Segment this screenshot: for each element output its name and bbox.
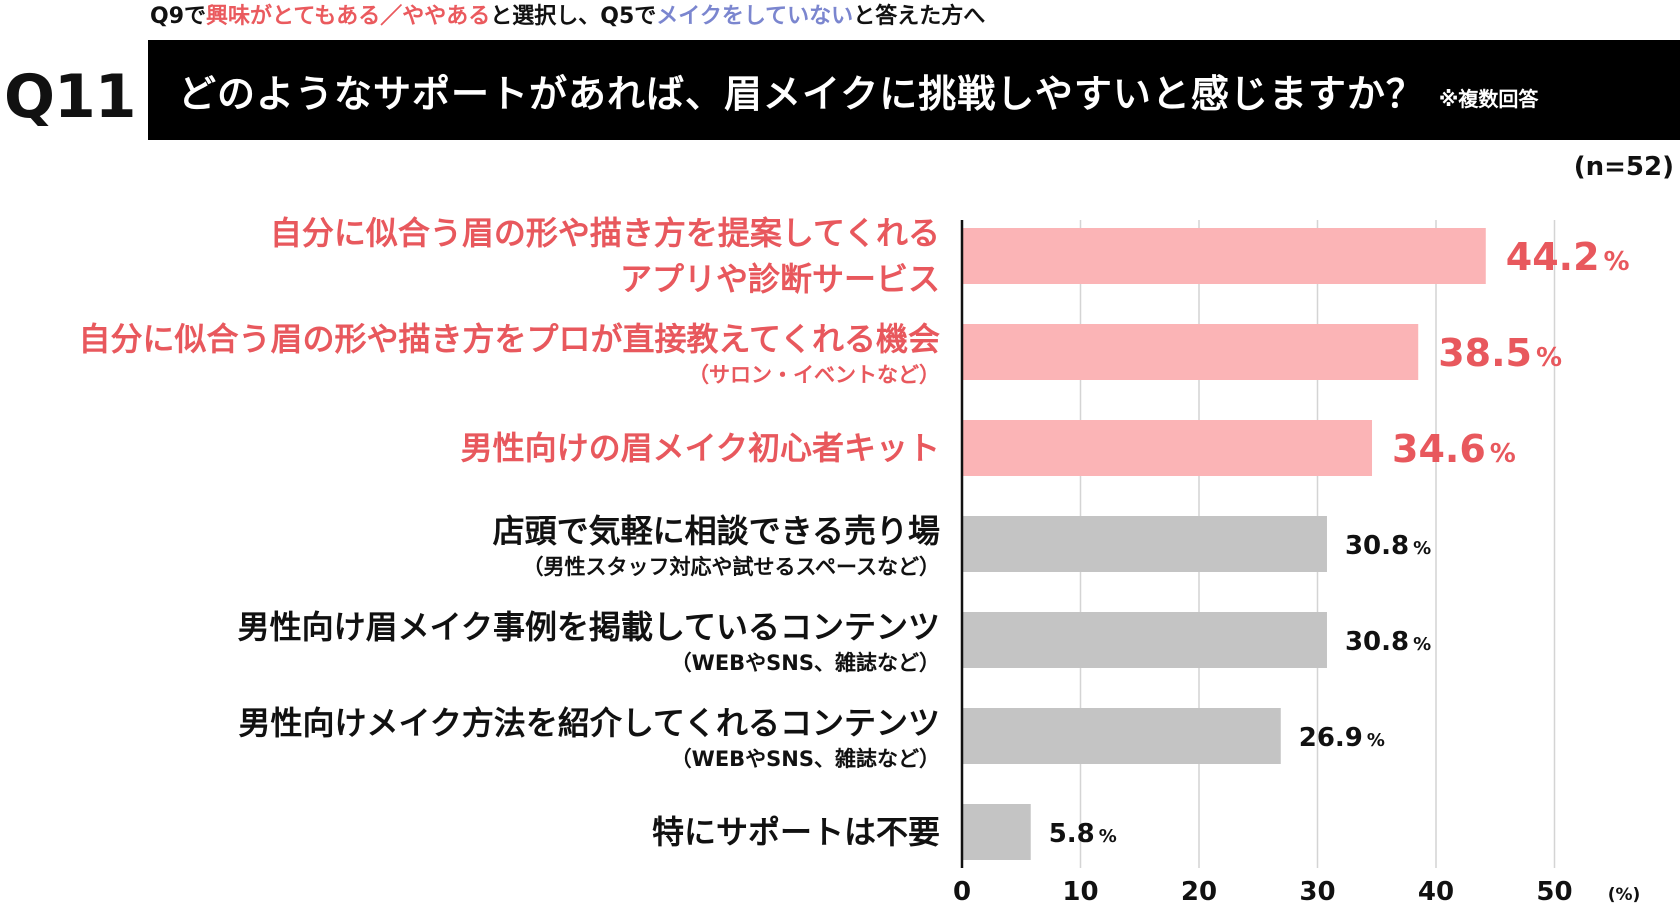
data-label-value: 34.6: [1392, 427, 1486, 471]
data-label-unit: %: [1099, 826, 1117, 847]
sample-size: (n=52): [1573, 152, 1674, 182]
x-tick-20: 20: [1181, 877, 1217, 904]
data-label-7: 5.8%: [1049, 819, 1117, 849]
data-label-unit: %: [1490, 439, 1516, 469]
category-label-6: 男性向けメイク方法を紹介してくれるコンテンツ （WEBやSNS、雑誌など）: [239, 700, 940, 772]
category-label-4: 店頭で気軽に相談できる売り場 （男性スタッフ対応や試せるスペースなど）: [493, 508, 940, 580]
category-line: アプリや診断サービス: [619, 260, 940, 298]
note-part-2: 興味がとてもある／ややある: [206, 4, 491, 29]
bar-6: [962, 708, 1281, 764]
category-line: 自分に似合う眉の形や描き方をプロが直接教えてくれる機会: [78, 320, 940, 358]
category-line: 自分に似合う眉の形や描き方を提案してくれる: [269, 214, 940, 252]
category-line: 男性向けメイク方法を紹介してくれるコンテンツ: [238, 704, 940, 742]
question-text: どのようなサポートがあれば、眉メイクに挑戦しやすいと感じますか？: [178, 71, 1425, 116]
x-tick-0: 0: [953, 877, 971, 904]
category-line: 店頭で気軽に相談できる売り場: [492, 512, 940, 550]
x-tick-30: 30: [1299, 877, 1335, 904]
data-label-unit: %: [1413, 634, 1431, 655]
category-label-7: 特にサポートは不要: [652, 809, 940, 855]
data-label-3: 34.6%: [1392, 427, 1516, 471]
data-label-value: 38.5: [1438, 331, 1532, 375]
category-sub: （男性スタッフ対応や試せるスペースなど）: [522, 555, 940, 579]
bar-3: [962, 420, 1373, 476]
data-label-value: 44.2: [1506, 235, 1600, 279]
bar-5: [962, 612, 1327, 668]
note-part-5: と答えた方へ: [853, 4, 986, 29]
category-label-5: 男性向け眉メイク事例を掲載しているコンテンツ （WEBやSNS、雑誌など）: [238, 604, 940, 676]
question-note: ※複数回答: [1438, 86, 1539, 111]
data-label-value: 5.8: [1049, 819, 1095, 849]
note-part-1: Q9で: [150, 4, 207, 29]
x-unit-label: (%): [1608, 885, 1641, 904]
category-line: 男性向けの眉メイク初心者キット: [460, 429, 940, 467]
category-sub: （WEBやSNS、雑誌など）: [670, 747, 940, 771]
bar-7: [962, 804, 1031, 860]
note-part-3: と選択し、Q5で: [490, 4, 657, 29]
x-tick-10: 10: [1062, 877, 1098, 904]
category-label-1: 自分に似合う眉の形や描き方を提案してくれるアプリや診断サービス: [270, 210, 940, 302]
category-line: 男性向け眉メイク事例を掲載しているコンテンツ: [237, 608, 940, 646]
data-label-value: 30.8: [1345, 627, 1409, 657]
bar-1: [962, 228, 1486, 284]
data-label-value: 26.9: [1299, 723, 1363, 753]
data-label-4: 30.8%: [1345, 531, 1431, 561]
category-line: 特にサポートは不要: [651, 813, 940, 851]
bar-4: [962, 516, 1327, 572]
target-note: Q9で興味がとてもある／ややあると選択し、Q5でメイクをしていないと答えた方へ: [150, 0, 985, 34]
bar-2: [962, 324, 1419, 380]
category-sub: （WEBやSNS、雑誌など）: [670, 651, 940, 675]
note-part-4: メイクをしていない: [656, 4, 854, 29]
category-label-3: 男性向けの眉メイク初心者キット: [461, 425, 940, 471]
data-label-1: 44.2%: [1506, 235, 1630, 279]
category-label-2: 自分に似合う眉の形や描き方をプロが直接教えてくれる機会 （サロン・イベントなど）: [79, 316, 940, 388]
data-label-unit: %: [1367, 730, 1385, 751]
question-number: Q11: [4, 62, 137, 132]
data-label-unit: %: [1536, 343, 1562, 373]
data-label-value: 30.8: [1345, 531, 1409, 561]
data-label-5: 30.8%: [1345, 627, 1431, 657]
x-tick-50: 50: [1536, 877, 1572, 904]
data-label-2: 38.5%: [1438, 331, 1562, 375]
data-label-unit: %: [1604, 247, 1630, 277]
data-label-6: 26.9%: [1299, 723, 1385, 753]
question-banner: どのようなサポートがあれば、眉メイクに挑戦しやすいと感じますか？ ※複数回答: [148, 40, 1680, 140]
category-sub: （サロン・イベントなど）: [688, 363, 940, 387]
data-label-unit: %: [1413, 538, 1431, 559]
x-tick-40: 40: [1418, 877, 1454, 904]
